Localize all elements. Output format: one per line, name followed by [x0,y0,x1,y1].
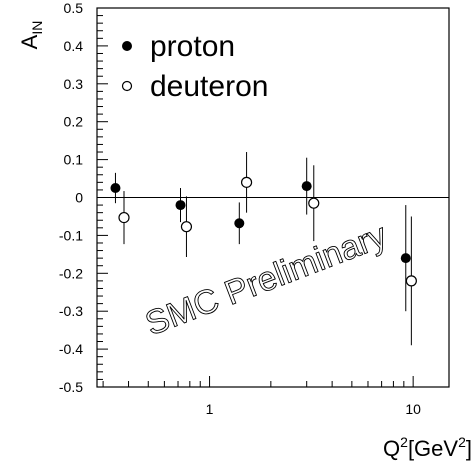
y-tick-label: -0.5 [59,379,83,395]
y-axis-title-text: AIN [17,21,45,50]
deuteron-point [180,221,193,233]
deuteron-point [405,275,417,287]
proton-point [234,218,245,229]
legend: proton deuteron [121,30,268,103]
y-tick-label: 0.2 [64,114,84,130]
watermark: SMC Preliminary [140,216,393,344]
y-tick-label: -0.1 [59,227,83,243]
y-tick-label: 0.5 [64,0,84,16]
x-tick-label: 1 [206,401,214,417]
watermark-text: SMC Preliminary [140,216,392,343]
y-axis-title: AIN [17,21,45,50]
data-points [110,152,417,346]
legend-marker-proton [122,41,132,51]
y-tick-label: 0.3 [64,76,84,92]
deuteron-point [308,197,320,209]
legend-label-proton: proton [150,30,235,63]
y-tick-label: 0.1 [64,152,84,168]
y-tick-label: -0.3 [59,303,83,319]
x-axis-title-text: Q2[GeV2] [383,434,472,461]
y-tick-label: 0 [75,190,83,206]
deuteron-point [118,211,130,224]
axis-tick-labels: 0.5 0.4 0.3 0.2 0.1 0 -0.1 -0.2 -0.3 -0.4 -0.5 1 10 [59,0,421,417]
legend-label-deuteron: deuteron [150,70,268,103]
proton-point [175,200,186,211]
proton-point [110,183,121,194]
y-tick-label: 0.4 [64,38,84,54]
y-tick-label: -0.4 [59,341,83,357]
axis-ticks [97,7,414,388]
proton-point [301,181,312,192]
x-axis-title: Q2[GeV2] [383,434,472,461]
x-tick-label: 10 [405,401,421,417]
legend-marker-deuteron [121,80,133,92]
deuteron-point [240,176,253,188]
proton-point [400,253,411,264]
y-tick-label: -0.2 [59,265,83,281]
